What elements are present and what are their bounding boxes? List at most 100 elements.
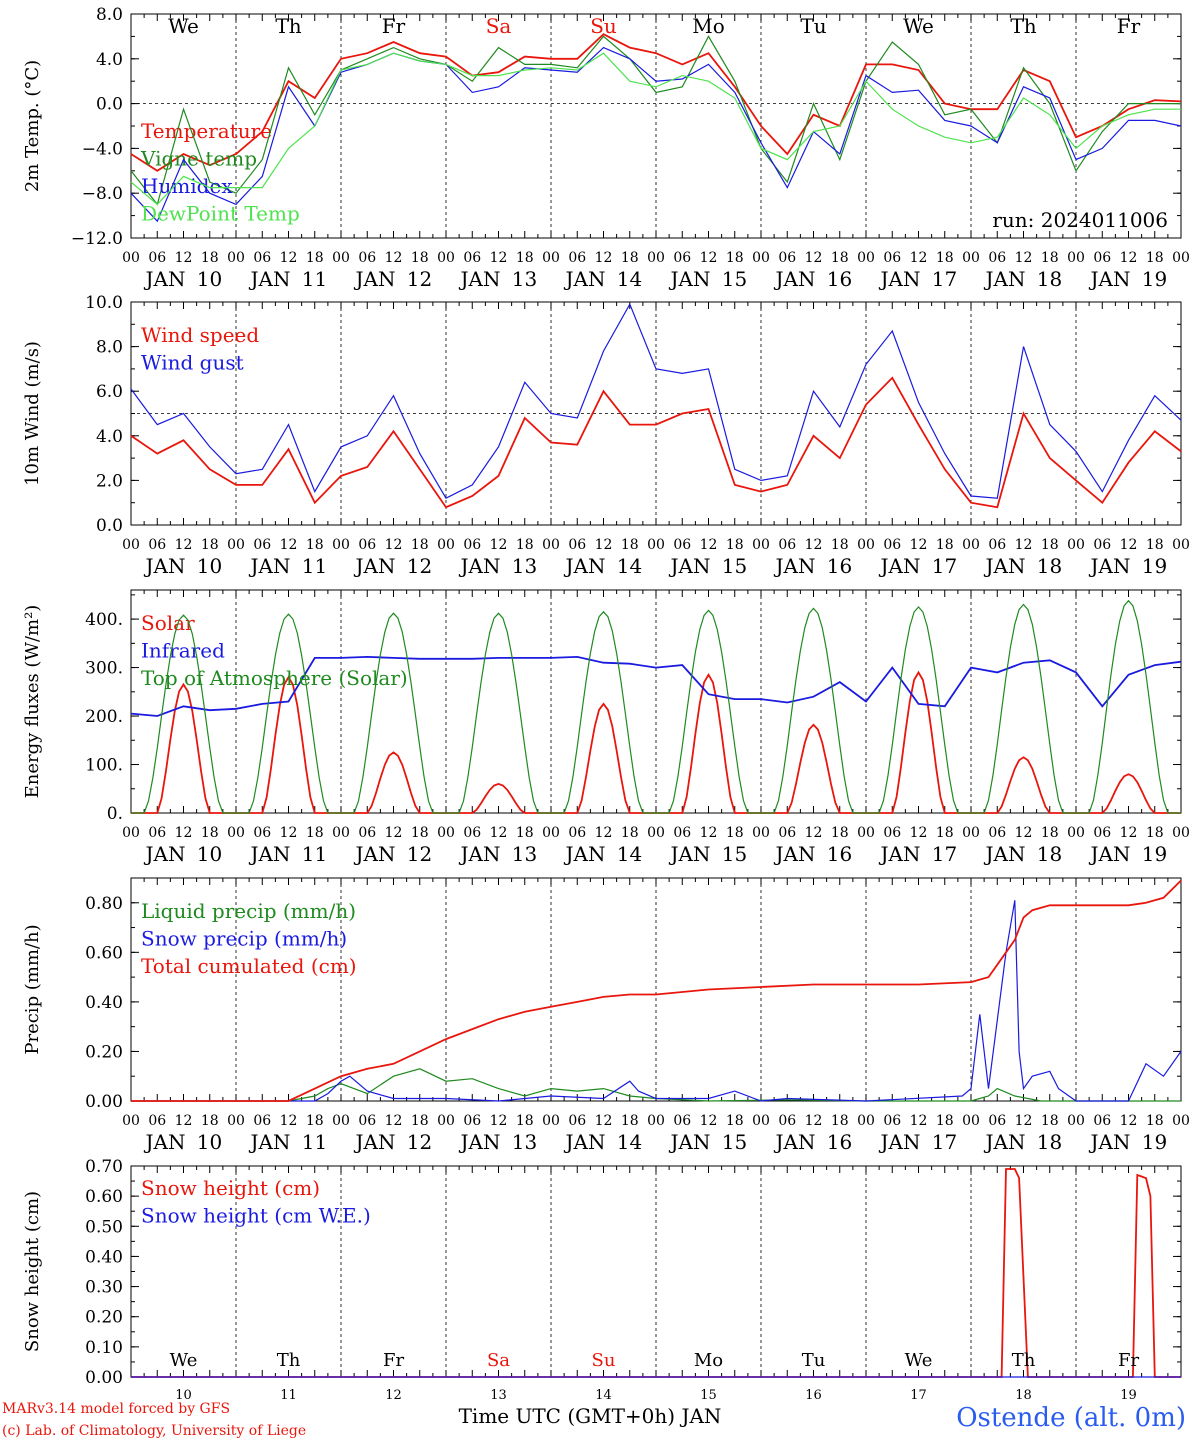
x-hour-label: 00 <box>1067 825 1085 841</box>
x-month-label: JAN <box>459 554 501 578</box>
x-hour-label: 00 <box>962 1113 980 1129</box>
panel-3: 400. 300. 200. 100. 0. Energy fluxes (W/m²) So… <box>22 589 1190 866</box>
x-hour-label: 18 <box>1146 250 1164 266</box>
x-hour-label: 06 <box>988 825 1006 841</box>
x-hour-label: 06 <box>358 537 376 553</box>
x-hour-label: 00 <box>542 537 560 553</box>
x-hour-label: 00 <box>857 250 875 266</box>
x-hour-label: 06 <box>883 250 901 266</box>
x-hour-label: 06 <box>778 1113 796 1129</box>
y-tick-label: 6.0 <box>96 382 123 402</box>
x-hour-label: 18 <box>306 537 324 553</box>
weekday-label-bottom: Th <box>277 1350 301 1371</box>
x-month-label: JAN <box>669 267 711 291</box>
x-hour-label: 12 <box>385 1113 403 1129</box>
x-hour-label: 18 <box>306 825 324 841</box>
weekday-label-bottom: Sa <box>487 1350 510 1371</box>
x-hour-label: 06 <box>988 1113 1006 1129</box>
weekday-label-top: Fr <box>1117 14 1141 38</box>
x-hour-label: 06 <box>253 825 271 841</box>
weekday-label-bottom: Su <box>592 1350 616 1371</box>
x-month-label: JAN <box>879 1130 921 1154</box>
x-month-label: JAN <box>1089 267 1131 291</box>
y-tick-label: 0.0 <box>96 95 123 115</box>
x-month-label: JAN <box>144 1130 186 1154</box>
weekday-label-top: Th <box>275 14 301 38</box>
x-hour-label: 06 <box>778 825 796 841</box>
x-hour-label: 18 <box>1146 825 1164 841</box>
y-tick-label: 0.20 <box>85 1042 123 1062</box>
y-tick-label: 0.0 <box>96 516 123 536</box>
x-day-label: 15 <box>722 267 747 291</box>
x-hour-label: 06 <box>463 825 481 841</box>
legend-entry: Snow height (cm) <box>141 1176 320 1200</box>
x-day-label: 14 <box>617 842 642 866</box>
x-hour-label: 18 <box>411 825 429 841</box>
x-hour-label: 12 <box>700 250 718 266</box>
x-month-label: JAN <box>144 554 186 578</box>
x-hour-label: 06 <box>568 1113 586 1129</box>
x-month-label: JAN <box>354 267 396 291</box>
x-hour-label: 00 <box>962 825 980 841</box>
legend-entry: Solar <box>141 611 195 635</box>
x-month-label: JAN <box>249 842 291 866</box>
x-hour-label: 18 <box>726 1113 744 1129</box>
x-hour-label: 06 <box>463 537 481 553</box>
x-day-label: 15 <box>722 1130 747 1154</box>
x-hour-label: 18 <box>621 537 639 553</box>
x-hour-label: 00 <box>542 1113 560 1129</box>
station-label: Ostende (alt. 0m) <box>956 1403 1186 1433</box>
y-tick-label: 0.70 <box>85 1157 123 1177</box>
x-hour-label: 18 <box>411 1113 429 1129</box>
y-tick-label: 100. <box>85 756 123 776</box>
run-label: run: 2024011006 <box>992 208 1168 232</box>
x-hour-label: 18 <box>831 537 849 553</box>
x-hour-label: 12 <box>910 537 928 553</box>
x-hour-label: 00 <box>437 825 455 841</box>
x-hour-label: 00 <box>1067 250 1085 266</box>
legend-entry: Temperature <box>141 119 272 143</box>
x-hour-label: 12 <box>1120 825 1138 841</box>
x-hour-label: 06 <box>568 537 586 553</box>
weekday-label-top: Su <box>590 14 617 38</box>
x-hour-label: 00 <box>857 537 875 553</box>
y-axis-label: Snow height (cm) <box>22 1191 43 1352</box>
x-hour-label: 18 <box>621 1113 639 1129</box>
legend-entry: Infrared <box>141 639 225 663</box>
y-tick-label: 0.00 <box>85 1092 123 1112</box>
x-hour-label: 06 <box>568 250 586 266</box>
legend-entry: Snow precip (mm/h) <box>141 927 347 951</box>
x-hour-label: 00 <box>332 825 350 841</box>
x-day-label: 13 <box>512 1130 537 1154</box>
x-hour-label: 00 <box>227 825 245 841</box>
x-hour-label: 06 <box>253 250 271 266</box>
x-hour-label: 00 <box>542 825 560 841</box>
x-hour-label: 18 <box>936 825 954 841</box>
x-hour-label: 06 <box>883 825 901 841</box>
x-hour-label: 18 <box>831 250 849 266</box>
x-hour-label: 18 <box>936 1113 954 1129</box>
x-hour-label: 18 <box>726 537 744 553</box>
x-day-label: 12 <box>407 1130 432 1154</box>
x-hour-label: 18 <box>726 825 744 841</box>
legend-entry: DewPoint Temp <box>141 202 300 226</box>
x-hour-label: 06 <box>148 825 166 841</box>
x-month-label: JAN <box>774 1130 816 1154</box>
x-hour-label: 06 <box>673 825 691 841</box>
x-hour-label: 06 <box>1093 250 1111 266</box>
x-day-label: 15 <box>722 554 747 578</box>
x-month-label: JAN <box>984 842 1026 866</box>
weekday-label-bottom: Th <box>1012 1350 1036 1371</box>
x-month-label: JAN <box>564 267 606 291</box>
x-month-label: JAN <box>1089 1130 1131 1154</box>
x-day-label: 13 <box>512 267 537 291</box>
x-hour-label: 18 <box>516 250 534 266</box>
x-month-label: JAN <box>459 1130 501 1154</box>
x-month-label: JAN <box>459 267 501 291</box>
x-hour-label: 12 <box>490 825 508 841</box>
x-hour-label: 06 <box>148 250 166 266</box>
series-line-infrared <box>130 655 1182 717</box>
x-hour-label: 06 <box>778 250 796 266</box>
x-hour-label: 00 <box>542 250 560 266</box>
x-hour-label: 06 <box>358 250 376 266</box>
